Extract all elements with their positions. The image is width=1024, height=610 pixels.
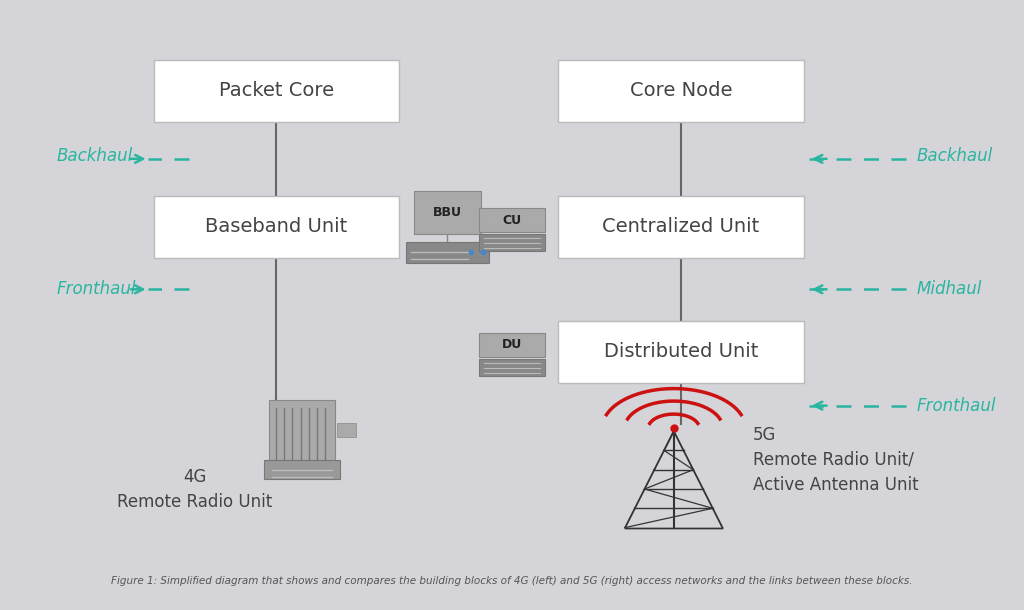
FancyBboxPatch shape [263,459,340,479]
Text: Baseband Unit: Baseband Unit [206,217,347,237]
Text: BBU: BBU [433,206,462,219]
Text: Fronthaul: Fronthaul [916,396,996,415]
Bar [338,423,356,437]
FancyBboxPatch shape [479,333,545,357]
FancyBboxPatch shape [558,60,804,122]
FancyBboxPatch shape [558,196,804,258]
Text: Core Node: Core Node [630,81,732,100]
Text: 4G
Remote Radio Unit: 4G Remote Radio Unit [117,468,272,511]
FancyBboxPatch shape [479,209,545,232]
FancyBboxPatch shape [268,400,335,462]
Text: Figure 1: Simplified diagram that shows and compares the building blocks of 4G (: Figure 1: Simplified diagram that shows … [112,576,912,586]
Text: Midhaul: Midhaul [916,281,982,298]
Text: 5G
Remote Radio Unit/
Active Antenna Unit: 5G Remote Radio Unit/ Active Antenna Uni… [753,426,919,493]
Text: Fronthaul: Fronthaul [56,281,136,298]
FancyBboxPatch shape [154,196,399,258]
Text: Centralized Unit: Centralized Unit [602,217,760,237]
Text: Packet Core: Packet Core [219,81,334,100]
Text: Distributed Unit: Distributed Unit [604,342,758,361]
Text: DU: DU [502,339,522,351]
Text: Backhaul: Backhaul [916,147,992,165]
FancyBboxPatch shape [479,234,545,251]
FancyBboxPatch shape [406,242,489,264]
FancyBboxPatch shape [558,320,804,383]
Text: CU: CU [503,214,521,227]
Text: Backhaul: Backhaul [56,147,132,165]
FancyBboxPatch shape [154,60,399,122]
FancyBboxPatch shape [479,359,545,376]
FancyBboxPatch shape [414,192,481,234]
